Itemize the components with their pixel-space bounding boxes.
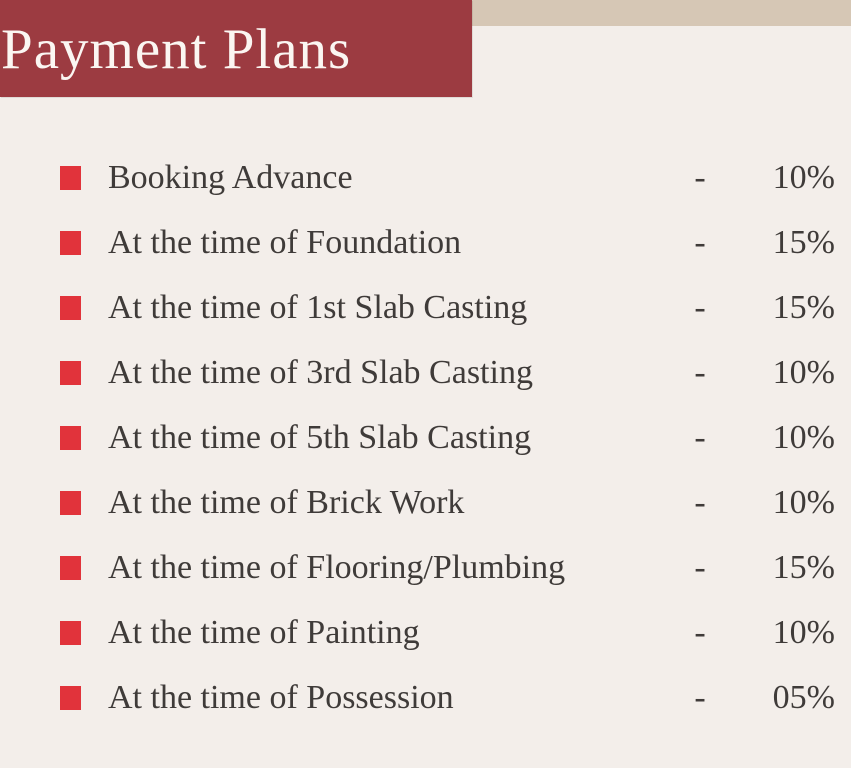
- plan-label: At the time of Painting: [108, 613, 420, 651]
- plan-row: At the time of Possession - 05%: [0, 665, 851, 730]
- square-bullet-icon: [60, 555, 81, 580]
- plan-separator: -: [694, 288, 706, 326]
- plan-label: At the time of 3rd Slab Casting: [108, 353, 533, 391]
- plan-percentage: 10%: [772, 353, 835, 391]
- plan-row: At the time of Flooring/Plumbing - 15%: [0, 535, 851, 600]
- plan-row: At the time of Painting - 10%: [0, 600, 851, 665]
- plan-label: At the time of Possession: [108, 678, 454, 716]
- plan-label: At the time of 1st Slab Casting: [108, 288, 528, 326]
- plan-percentage: 15%: [772, 548, 835, 586]
- square-bullet-icon: [60, 620, 81, 645]
- square-bullet-icon: [60, 685, 81, 710]
- square-bullet-icon: [60, 425, 81, 450]
- plan-label: At the time of Flooring/Plumbing: [108, 548, 566, 586]
- plan-row: At the time of Foundation - 15%: [0, 210, 851, 275]
- square-bullet-icon: [60, 165, 81, 190]
- square-bullet-icon: [60, 490, 81, 515]
- plan-separator: -: [694, 678, 706, 716]
- plan-percentage: 10%: [772, 613, 835, 651]
- plan-label: At the time of Foundation: [108, 223, 462, 261]
- plan-row: At the time of 5th Slab Casting - 10%: [0, 405, 851, 470]
- title-banner: Payment Plans: [0, 0, 472, 97]
- plan-row: Booking Advance - 10%: [0, 145, 851, 210]
- payment-plan-list: Booking Advance - 10% At the time of Fou…: [0, 145, 851, 730]
- plan-label: At the time of 5th Slab Casting: [108, 418, 532, 456]
- square-bullet-icon: [60, 230, 81, 255]
- plan-row: At the time of 1st Slab Casting - 15%: [0, 275, 851, 340]
- plan-separator: -: [694, 548, 706, 586]
- plan-percentage: 10%: [772, 483, 835, 521]
- square-bullet-icon: [60, 295, 81, 320]
- plan-label: At the time of Brick Work: [108, 483, 465, 521]
- plan-separator: -: [694, 483, 706, 521]
- plan-percentage: 05%: [772, 678, 835, 716]
- page-title: Payment Plans: [1, 18, 352, 81]
- plan-separator: -: [694, 613, 706, 651]
- plan-separator: -: [694, 353, 706, 391]
- plan-separator: -: [694, 223, 706, 261]
- plan-percentage: 15%: [772, 288, 835, 326]
- plan-percentage: 10%: [772, 158, 835, 196]
- plan-row: At the time of Brick Work - 10%: [0, 470, 851, 535]
- plan-percentage: 15%: [772, 223, 835, 261]
- plan-percentage: 10%: [772, 418, 835, 456]
- plan-separator: -: [694, 158, 706, 196]
- plan-separator: -: [694, 418, 706, 456]
- plan-label: Booking Advance: [108, 158, 353, 196]
- plan-row: At the time of 3rd Slab Casting - 10%: [0, 340, 851, 405]
- square-bullet-icon: [60, 360, 81, 385]
